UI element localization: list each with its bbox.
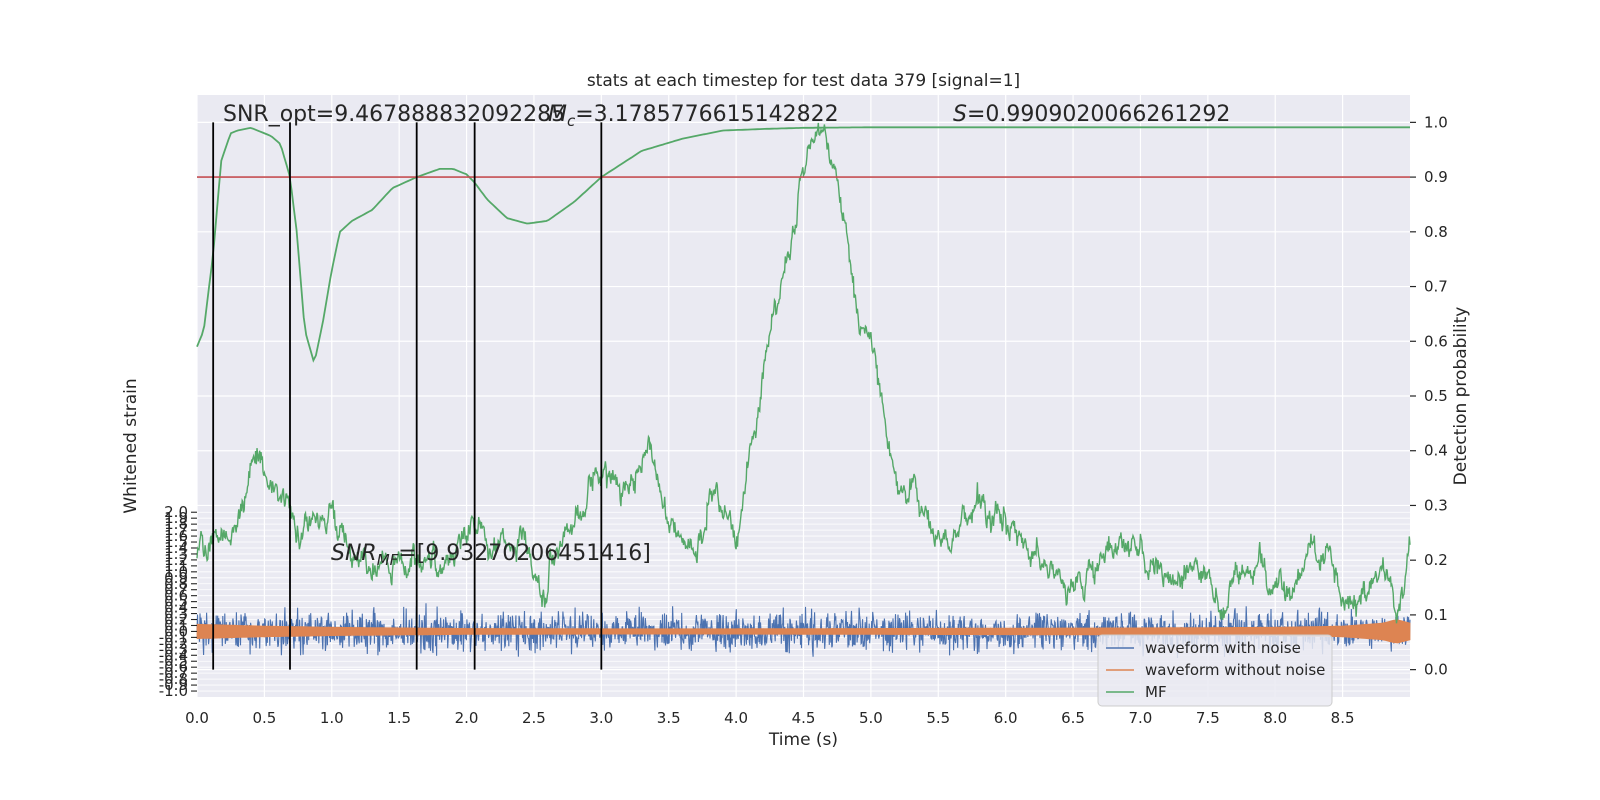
left-tick-label: 0.5 xyxy=(164,593,188,611)
left-tick-label: 0.2 xyxy=(164,611,188,629)
right-tick-label: 0.1 xyxy=(1424,606,1448,624)
left-axis: 2.01.91.81.71.61.51.41.31.21.11.00.90.80… xyxy=(159,503,197,700)
x-tick-label: 3.0 xyxy=(589,709,613,727)
x-tick-label: 5.0 xyxy=(859,709,883,727)
left-axis-label: Whitened strain xyxy=(121,378,141,513)
left-tick-label: -0.6 xyxy=(159,658,188,676)
left-tick-label: 0.8 xyxy=(164,575,188,593)
x-tick-label: 6.5 xyxy=(1061,709,1085,727)
left-tick-label: 0.9 xyxy=(164,569,188,587)
left-tick-label: 1.7 xyxy=(164,521,188,539)
right-tick-label: 0.8 xyxy=(1424,223,1448,241)
annotation-snr-mf: SNRMF=[9.93270206451416] xyxy=(331,541,651,569)
x-axis: 0.0 0.5 1.0 1.5 2.0 2.5 3.0 3.5 4.0 4.5 5.0 5.5 6.0 6… xyxy=(185,709,1354,727)
left-tick-label: -0.4 xyxy=(159,646,188,664)
left-tick-label: 1.3 xyxy=(164,545,188,563)
left-tick-label: 1.0 xyxy=(164,563,188,581)
right-tick-label: 0.7 xyxy=(1424,278,1448,296)
x-tick-label: 4.0 xyxy=(724,709,748,727)
left-tick-label: -0.9 xyxy=(159,676,188,694)
left-tick-label: 1.8 xyxy=(164,515,188,533)
series-mf-probability xyxy=(196,122,1411,624)
legend-label: waveform with noise xyxy=(1145,639,1301,657)
left-tick-label: -0.8 xyxy=(159,670,188,688)
x-tick-label: 2.0 xyxy=(455,709,479,727)
left-tick-label: 1.6 xyxy=(164,527,188,545)
x-tick-label: 5.5 xyxy=(926,709,950,727)
grid-lines xyxy=(196,95,1410,697)
x-tick-label: 7.0 xyxy=(1129,709,1153,727)
mf-series xyxy=(196,122,1411,624)
x-tick-label: 7.5 xyxy=(1196,709,1220,727)
left-tick-label: -1.0 xyxy=(159,682,188,700)
right-tick-label: 0.9 xyxy=(1424,168,1448,186)
x-tick-label: 0.5 xyxy=(252,709,276,727)
left-tick-label: 1.1 xyxy=(164,557,188,575)
legend: waveform with noise waveform without nois… xyxy=(1097,634,1333,707)
series-waveform-without-noise xyxy=(196,619,1411,644)
annotation-snr-opt: SNR_opt=9.467888832092285 xyxy=(223,102,565,127)
right-tick-label: 0.6 xyxy=(1424,332,1448,350)
x-tick-label: 8.0 xyxy=(1263,709,1287,727)
x-tick-label: 8.5 xyxy=(1331,709,1355,727)
right-tick-label: 1.0 xyxy=(1424,113,1448,131)
annotation-s: S=0.9909020066261292 xyxy=(953,102,1230,127)
annotation-chirp-mass: Mc=3.1785776615142822 xyxy=(548,102,839,130)
series-mf-window-curve xyxy=(196,126,1410,363)
left-tick-label: 1.4 xyxy=(164,539,188,557)
right-tick-label: 0.5 xyxy=(1424,387,1448,405)
legend-label: MF xyxy=(1145,683,1167,701)
annotations: SNR_opt=9.467888832092285 Mc=3.178577661… xyxy=(223,102,1230,569)
left-tick-label: -0.1 xyxy=(159,628,188,646)
x-tick-label: 6.0 xyxy=(994,709,1018,727)
right-tick-label: 0.3 xyxy=(1424,496,1448,514)
left-tick-label: 0.7 xyxy=(164,581,188,599)
right-tick-label: 0.4 xyxy=(1424,442,1448,460)
left-tick-label: 1.5 xyxy=(164,533,188,551)
left-tick-label: -0.3 xyxy=(159,640,188,658)
left-tick-label: 0.0 xyxy=(164,622,188,640)
x-tick-label: 1.5 xyxy=(387,709,411,727)
right-tick-label: 0.0 xyxy=(1424,661,1448,679)
x-tick-label: 0.0 xyxy=(185,709,209,727)
right-axis-label: Detection probability xyxy=(1451,307,1471,486)
x-tick-label: 4.5 xyxy=(792,709,816,727)
right-tick-label: 0.2 xyxy=(1424,551,1448,569)
left-tick-label: -0.2 xyxy=(159,634,188,652)
left-tick-label: -0.7 xyxy=(159,664,188,682)
legend-box xyxy=(1097,634,1333,707)
left-tick-label: 0.4 xyxy=(164,599,188,617)
left-tick-label: 0.1 xyxy=(164,616,188,634)
chart-title: stats at each timestep for test data 379… xyxy=(587,71,1020,91)
left-tick-label: 0.3 xyxy=(164,605,188,623)
left-tick-label: 1.2 xyxy=(164,551,188,569)
x-tick-label: 1.0 xyxy=(320,709,344,727)
x-tick-label: 2.5 xyxy=(522,709,546,727)
left-tick-label: -0.5 xyxy=(159,652,188,670)
plot-area xyxy=(196,95,1411,697)
window-markers xyxy=(212,122,603,670)
left-tick-label: 0.6 xyxy=(164,587,188,605)
left-tick-label: 1.9 xyxy=(164,509,188,527)
right-axis: 0.0 0.1 0.2 0.3 0.4 0.5 0.6 0.7 0.8 0.9 1.0 xyxy=(1410,113,1448,679)
x-axis-label: Time (s) xyxy=(768,730,838,750)
left-tick-label: 2.0 xyxy=(164,503,188,521)
legend-label: waveform without noise xyxy=(1145,661,1325,679)
x-tick-label: 3.5 xyxy=(657,709,681,727)
